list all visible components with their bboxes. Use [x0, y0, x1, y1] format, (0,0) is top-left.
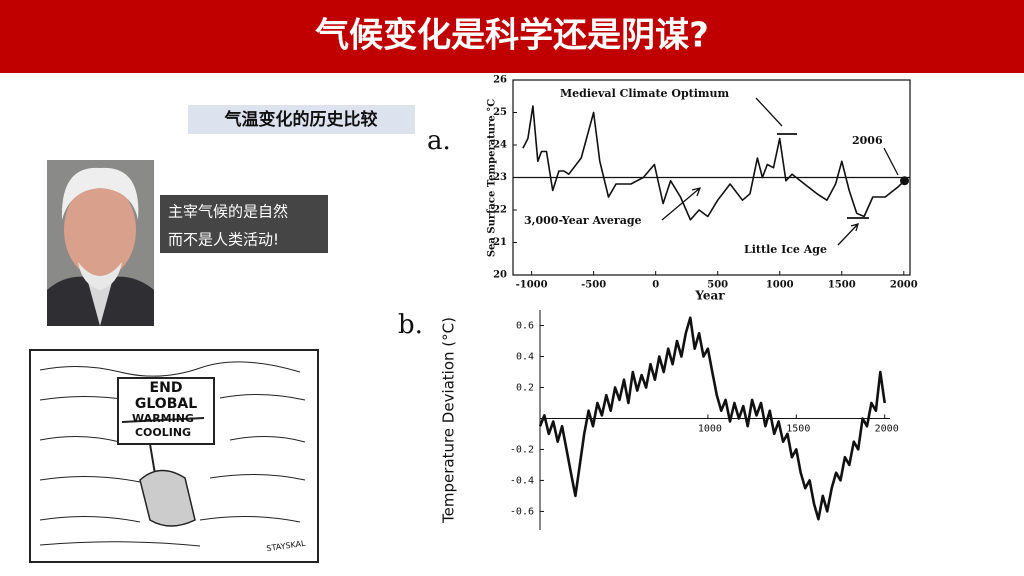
y-tick-label: -0.2 — [510, 444, 534, 455]
sign-text: END — [150, 380, 183, 396]
y-tick-label: -0.4 — [510, 475, 534, 486]
quote-box — [160, 195, 328, 253]
y-axis-label: Sea Surface Temperature °C — [487, 99, 498, 257]
y-tick-label: 23 — [493, 172, 507, 183]
x-tick-label: 1000 — [766, 280, 794, 291]
chart-label: b. — [398, 310, 423, 340]
chart-label: a. — [427, 126, 451, 156]
sign-text: GLOBAL — [135, 396, 197, 412]
data-line — [522, 105, 906, 221]
annotation: 2006 — [852, 134, 883, 147]
annotation: 3,000-Year Average — [524, 214, 642, 227]
y-tick-label: 20 — [493, 270, 507, 281]
subtitle-box — [188, 105, 415, 134]
sign-text: COOLING — [135, 426, 191, 439]
x-tick-label: 0 — [652, 280, 659, 291]
sign-text: WARMING — [132, 412, 194, 425]
x-tick-label: 1000 — [698, 423, 722, 434]
data-line — [538, 316, 886, 521]
y-tick-label: 22 — [493, 205, 507, 216]
x-tick-label: 500 — [707, 280, 728, 291]
x-tick-label: -1000 — [516, 280, 548, 291]
quote-line: 主宰气候的是自然 — [168, 203, 288, 221]
y-tick-label: 26 — [493, 75, 507, 86]
x-tick-label: -500 — [581, 280, 606, 291]
y-tick-label: 0.4 — [516, 351, 534, 362]
annotation: Little Ice Age — [744, 243, 827, 256]
y-tick-label: 0.6 — [516, 320, 534, 331]
x-tick-label: 2000 — [875, 423, 899, 434]
x-tick-label: 1500 — [786, 423, 810, 434]
signature: STAYSKAL — [266, 539, 307, 553]
x-tick-label: 1500 — [828, 280, 856, 291]
cartoon — [29, 349, 319, 563]
x-axis-label: Year — [694, 289, 725, 303]
y-tick-label: -0.6 — [510, 506, 534, 517]
portrait — [47, 160, 154, 326]
annotation: Medieval Climate Optimum — [560, 87, 730, 100]
y-tick-label: 25 — [493, 107, 507, 118]
y-tick-label: 21 — [493, 237, 507, 248]
quote-line: 而不是人类活动! — [168, 231, 279, 249]
y-axis-label: Temperature Deviation (°C) — [440, 317, 458, 524]
y-tick-label: 0.2 — [516, 382, 534, 393]
header-band — [0, 0, 1024, 73]
subtitle: 气温变化的历史比较 — [224, 109, 378, 130]
end-point — [900, 176, 910, 186]
x-tick-label: 2000 — [890, 280, 918, 291]
annotation-leaders — [661, 97, 899, 246]
y-tick-label: 24 — [493, 140, 507, 151]
slide-title: 气候变化是科学还是阴谋? — [314, 16, 709, 56]
